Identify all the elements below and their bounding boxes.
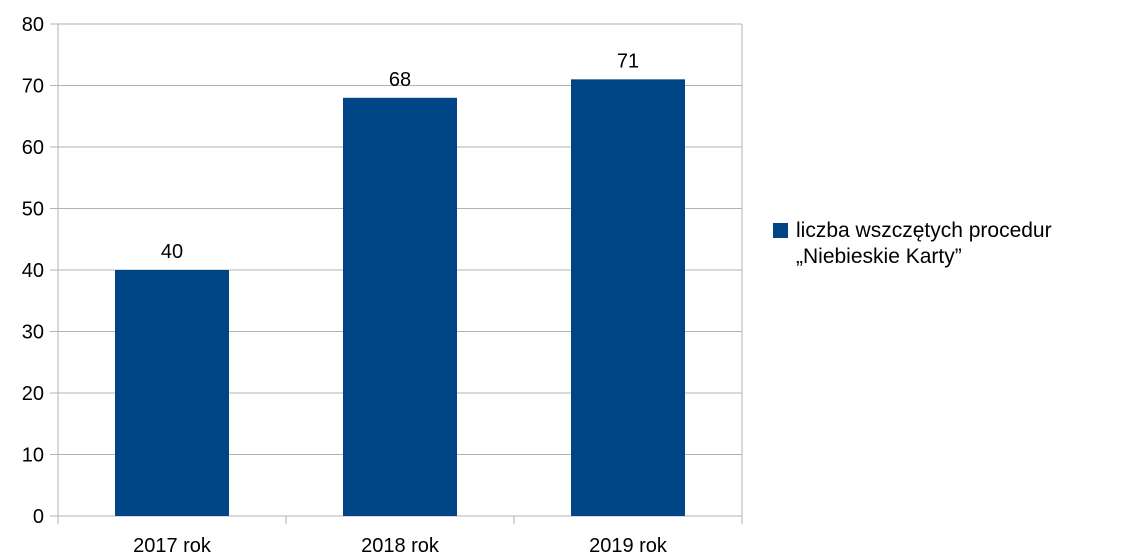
x-tick-label: 2019 rok bbox=[589, 535, 668, 556]
x-tick-label: 2018 rok bbox=[361, 535, 440, 556]
y-tick-label: 30 bbox=[22, 322, 44, 344]
bar-2019-rok bbox=[571, 79, 685, 516]
y-tick-label: 0 bbox=[33, 506, 44, 528]
y-tick-label: 40 bbox=[22, 260, 44, 282]
y-tick-label: 70 bbox=[22, 76, 44, 98]
y-tick-label: 50 bbox=[22, 199, 44, 221]
bar-2017-rok bbox=[115, 270, 229, 516]
legend-label: liczba wszczętych procedur „Niebieskie K… bbox=[796, 218, 1118, 270]
y-tick-label: 20 bbox=[22, 383, 44, 405]
x-tick-labels: 2017 rok 2018 rok 2019 rok bbox=[133, 535, 668, 556]
y-tick-label: 60 bbox=[22, 137, 44, 159]
data-label: 68 bbox=[389, 69, 411, 91]
y-tick-labels: 0 10 20 30 40 50 60 70 80 bbox=[22, 14, 44, 528]
legend-swatch bbox=[773, 223, 788, 238]
legend-label-line-1: liczba wszczętych procedur bbox=[796, 219, 1052, 242]
x-tick-label: 2017 rok bbox=[133, 535, 212, 556]
y-tick-label: 80 bbox=[22, 14, 44, 36]
y-tick-label: 10 bbox=[22, 445, 44, 467]
bar-2018-rok bbox=[343, 97, 457, 517]
legend: liczba wszczętych procedur „Niebieskie K… bbox=[773, 218, 1118, 270]
data-label: 40 bbox=[161, 241, 183, 263]
legend-label-line-2: „Niebieskie Karty” bbox=[796, 245, 962, 268]
data-label: 71 bbox=[617, 50, 639, 72]
data-labels: 40 68 71 bbox=[161, 50, 639, 263]
bars bbox=[115, 79, 685, 517]
